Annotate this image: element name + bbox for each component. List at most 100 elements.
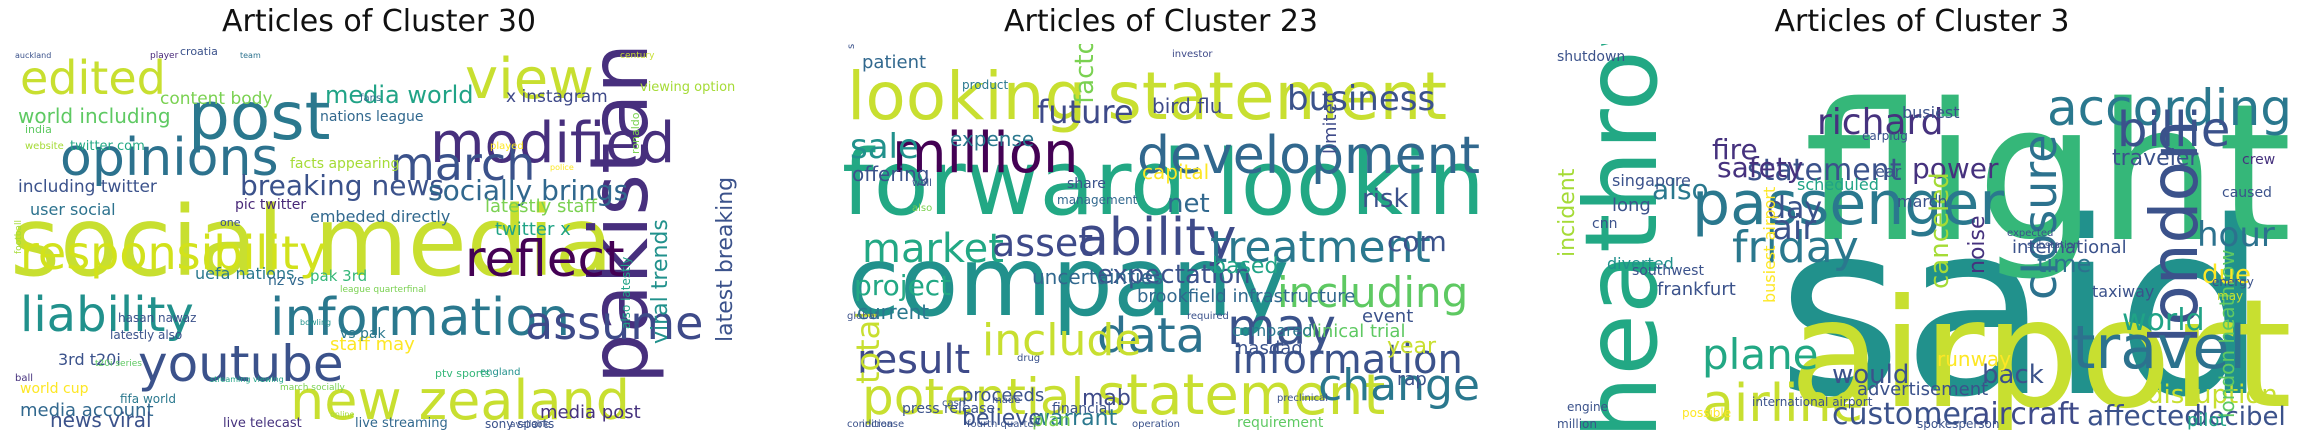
- word-nz-vs: nz vs: [268, 273, 305, 289]
- cluster-23-title: Articles of Cluster 23: [1003, 4, 1319, 39]
- word-million: million: [892, 121, 1079, 186]
- cluster-3-panel: Articles of Cluster 3 said flight airport h…: [1552, 0, 2292, 435]
- word-expense: expense: [950, 127, 1035, 151]
- word-data: data: [1097, 308, 1206, 364]
- word-new-zealand: new zealand: [290, 369, 631, 430]
- word-travel: travel: [2072, 313, 2247, 383]
- cluster-23-wordcloud: company forward looking looking statement m…: [842, 44, 1480, 430]
- word-live-streaming: live streaming: [355, 416, 448, 430]
- word-latestly-also: latestly also: [110, 328, 183, 342]
- word-football: football: [14, 220, 24, 254]
- word-ptv-sports: ptv sports: [435, 367, 491, 380]
- word-uncertainties: uncertainties: [1032, 265, 1164, 289]
- word-earplug: earplug: [1862, 129, 1908, 143]
- word-heathrow: heathrow: [1563, 44, 1680, 430]
- word-ear: ear: [1875, 162, 1902, 181]
- word-energy: energy: [2212, 275, 2254, 289]
- word-decibel: decibel: [2192, 402, 2286, 430]
- word-increase: increase: [862, 419, 905, 430]
- word-result: result: [857, 337, 971, 383]
- word-would: would: [1832, 360, 1910, 390]
- word-airline: airline: [1702, 374, 1864, 430]
- word-offering: offering: [852, 162, 930, 186]
- word-ball: ball: [15, 373, 34, 384]
- word-looking-statement: looking statement: [847, 58, 1448, 135]
- word-share: share: [1067, 176, 1106, 192]
- word-fourth-quarter: fourth quarter: [967, 419, 1038, 430]
- word-risk: risk: [1362, 184, 1409, 214]
- word-bowling: bowling: [300, 318, 332, 327]
- word-runway: runway: [1937, 347, 2012, 371]
- word-asset: asset: [992, 221, 1094, 265]
- word-social-media: social media: [10, 186, 614, 298]
- word-singapore: singapore: [1612, 171, 1691, 190]
- word-expectation: expectation: [1097, 260, 1251, 290]
- word-twitter-x: twitter x: [495, 219, 571, 240]
- word-world: world: [2122, 303, 2205, 338]
- word-youtube: youtube: [138, 335, 344, 393]
- word-croatia: croatia: [180, 45, 218, 58]
- word-disruption: disruption: [2147, 380, 2278, 410]
- word-t20i-series: t20i series: [95, 359, 142, 369]
- word-league-quarterfinal: league quarterfinal: [340, 285, 427, 295]
- word-sale: sale: [850, 127, 919, 167]
- word-shutdown: shutdown: [1557, 49, 1626, 65]
- word-cash: cash: [942, 398, 966, 409]
- word-rap: rap: [1397, 369, 1427, 390]
- word-southwest: southwest: [1632, 263, 1704, 279]
- word-spokesperson: spokesperson: [1917, 417, 2000, 430]
- word-global: global: [847, 311, 878, 322]
- word-day: day: [1767, 191, 1823, 226]
- word-event: event: [1362, 306, 1414, 327]
- word-traveler: traveler: [2112, 146, 2199, 171]
- cluster-30-title: Articles of Cluster 30: [221, 4, 537, 39]
- word-also: also: [1652, 173, 1709, 206]
- word-million: million: [1557, 417, 1597, 430]
- cluster-30-panel: Articles of Cluster 30 social media pakis…: [10, 0, 748, 435]
- word-fifa-world: fifa world: [120, 392, 176, 406]
- word-international-airport: international airport: [1752, 395, 1873, 409]
- word-latest-breaking: latest breaking: [713, 176, 738, 342]
- word-believe: believe: [962, 406, 1042, 430]
- word-staff-may: staff may: [330, 334, 415, 355]
- word-world-cup: world cup: [20, 381, 89, 397]
- word-may: may: [2217, 289, 2244, 303]
- word-statement: statement: [1747, 153, 1902, 188]
- word-nasdaq: nasdaq: [1237, 338, 1303, 359]
- word-plane: plane: [1702, 330, 1819, 379]
- word-clinical-trial: clinical trial: [1302, 321, 1406, 342]
- word-international: international: [2012, 237, 2127, 258]
- word-substation: substation: [2027, 240, 2080, 251]
- word-streaming-viewing: streaming viewing: [210, 375, 284, 384]
- word-brookfield-infrastructure: brookfield infrastructure: [1137, 286, 1356, 307]
- word-include: include: [982, 315, 1142, 366]
- word-uefa-nations: uefa nations: [195, 264, 295, 283]
- word-pilot: pilot: [2187, 410, 2227, 430]
- word-warrant: warrant: [1032, 406, 1118, 430]
- word-required: required: [1187, 311, 1229, 322]
- word-sony-sports: sony sports: [485, 417, 555, 430]
- word-made: made: [992, 395, 1021, 406]
- word-march-socially: march socially: [280, 383, 345, 393]
- word-auckland: auckland: [15, 51, 52, 60]
- word-march: march: [390, 137, 536, 191]
- word-year: year: [1387, 334, 1437, 359]
- word-also: also: [912, 203, 933, 214]
- word-responsibility: responsibility: [20, 226, 327, 280]
- word-diverted: diverted: [1607, 254, 1674, 273]
- word-media-world: media world: [325, 81, 474, 109]
- cluster-3-title: Articles of Cluster 3: [1774, 4, 2070, 39]
- word-england: england: [480, 367, 521, 378]
- word-team: team: [240, 51, 261, 60]
- word-ability: ability: [1077, 208, 1237, 268]
- word-ronaldo: ronaldo: [629, 112, 642, 155]
- word-back: back: [1982, 360, 2044, 390]
- word-india: india: [25, 123, 52, 136]
- word-possible: possible: [1682, 406, 1732, 420]
- word-customer: customer: [1832, 397, 1974, 430]
- word-product: product: [962, 78, 1009, 92]
- word-flight: flight: [1804, 63, 2292, 284]
- word-liability: liability: [20, 287, 194, 343]
- word-post: post: [188, 78, 331, 155]
- word-busiest: busiest: [1902, 103, 1960, 122]
